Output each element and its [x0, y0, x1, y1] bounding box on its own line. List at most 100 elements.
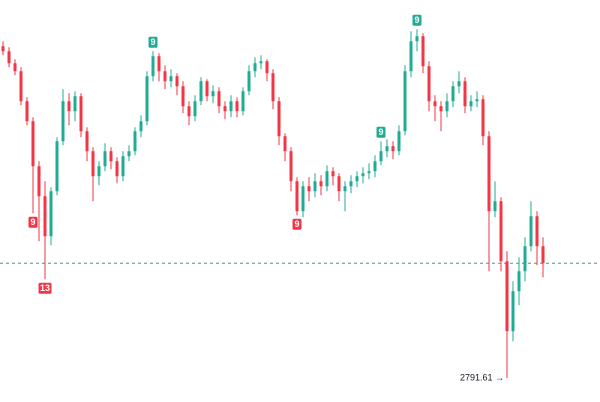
- candle-body: [211, 91, 215, 97]
- candle-body: [25, 101, 29, 122]
- candle-body: [505, 261, 509, 332]
- candle-body: [13, 63, 17, 72]
- candle-body: [361, 173, 365, 177]
- candle-body: [355, 176, 359, 182]
- candle-body: [403, 71, 407, 132]
- candle-body: [349, 181, 353, 187]
- candle-body: [325, 171, 329, 187]
- candle-body: [7, 51, 11, 64]
- candle-body: [481, 99, 485, 137]
- candle-body: [337, 176, 341, 192]
- candle-body: [535, 216, 539, 247]
- candle-body: [451, 86, 455, 102]
- candle-body: [541, 246, 545, 264]
- candle-body: [205, 81, 209, 97]
- candle-body: [247, 71, 251, 92]
- candle-body: [331, 171, 335, 177]
- candle-body: [109, 151, 113, 162]
- candle-body: [433, 101, 437, 107]
- signal-label: 9: [294, 219, 299, 229]
- candle-body: [523, 246, 527, 272]
- candle-body: [439, 106, 443, 112]
- candle-body: [55, 141, 59, 192]
- candle-body: [133, 131, 137, 152]
- candle-body: [169, 76, 173, 82]
- signal-badge: [38, 282, 52, 294]
- candle-body: [67, 101, 71, 112]
- signal-label: 9: [414, 15, 419, 25]
- candle-body: [127, 151, 131, 157]
- candle-body: [37, 166, 41, 197]
- candle-body: [487, 136, 491, 212]
- candle-body: [415, 36, 419, 42]
- candle-body: [511, 291, 515, 332]
- candle-body: [391, 146, 395, 152]
- candle-body: [157, 56, 161, 72]
- candle-body: [49, 191, 53, 237]
- candle-body: [1, 46, 5, 52]
- candle-body: [277, 101, 281, 137]
- candle-body: [163, 71, 167, 82]
- candle-body: [229, 101, 233, 112]
- candle-body: [469, 101, 473, 107]
- signal-badge: [28, 216, 38, 228]
- candle-body: [199, 81, 203, 102]
- candle-body: [79, 96, 83, 132]
- candle-body: [61, 101, 65, 142]
- candle-body: [499, 201, 503, 262]
- candle-body: [313, 181, 317, 192]
- signal-label: 9: [150, 37, 155, 47]
- candle-body: [427, 66, 431, 102]
- candle-body: [31, 121, 35, 167]
- signal-label: 9: [378, 127, 383, 137]
- signal-badge: [376, 126, 386, 138]
- candle-body: [103, 151, 107, 167]
- candle-body: [517, 271, 521, 292]
- candle-body: [19, 71, 23, 102]
- candle-body: [115, 161, 119, 177]
- candle-body: [343, 186, 347, 192]
- signal-badge: [412, 14, 422, 26]
- signal-badge: [292, 218, 302, 230]
- candle-body: [145, 76, 149, 122]
- candle-body: [307, 186, 311, 192]
- candle-body: [253, 63, 257, 72]
- candle-body: [373, 161, 377, 172]
- candle-body: [463, 81, 467, 107]
- candle-body: [235, 101, 239, 112]
- candle-body: [151, 56, 155, 77]
- candle-body: [367, 171, 371, 174]
- candle-body: [301, 186, 305, 212]
- candle-body: [295, 181, 299, 212]
- candle-body: [271, 73, 275, 102]
- candle-body: [97, 166, 101, 177]
- candle-body: [289, 151, 293, 182]
- candle-body: [73, 96, 77, 112]
- candle-body: [265, 61, 269, 74]
- candle-body: [379, 151, 383, 162]
- candle-body: [139, 121, 143, 132]
- candle-body: [397, 131, 401, 152]
- candle-body: [181, 86, 185, 107]
- candle-body: [187, 106, 191, 117]
- candle-body: [319, 181, 323, 187]
- candle-body: [529, 216, 533, 247]
- candle-body: [283, 136, 287, 152]
- candle-body: [445, 101, 449, 112]
- candle-body: [259, 61, 263, 64]
- candle-body: [241, 91, 245, 112]
- candle-body: [175, 76, 179, 87]
- candle-body: [223, 106, 227, 112]
- candle-body: [409, 41, 413, 72]
- candle-body: [121, 156, 125, 177]
- candle-body: [475, 99, 479, 102]
- low-price-label: 2791.61 →: [460, 372, 504, 382]
- candle-body: [193, 101, 197, 117]
- candle-body: [43, 196, 47, 237]
- candle-body: [457, 81, 461, 87]
- candle-body: [217, 91, 221, 107]
- signal-label: 13: [40, 283, 50, 293]
- candle-body: [91, 151, 95, 177]
